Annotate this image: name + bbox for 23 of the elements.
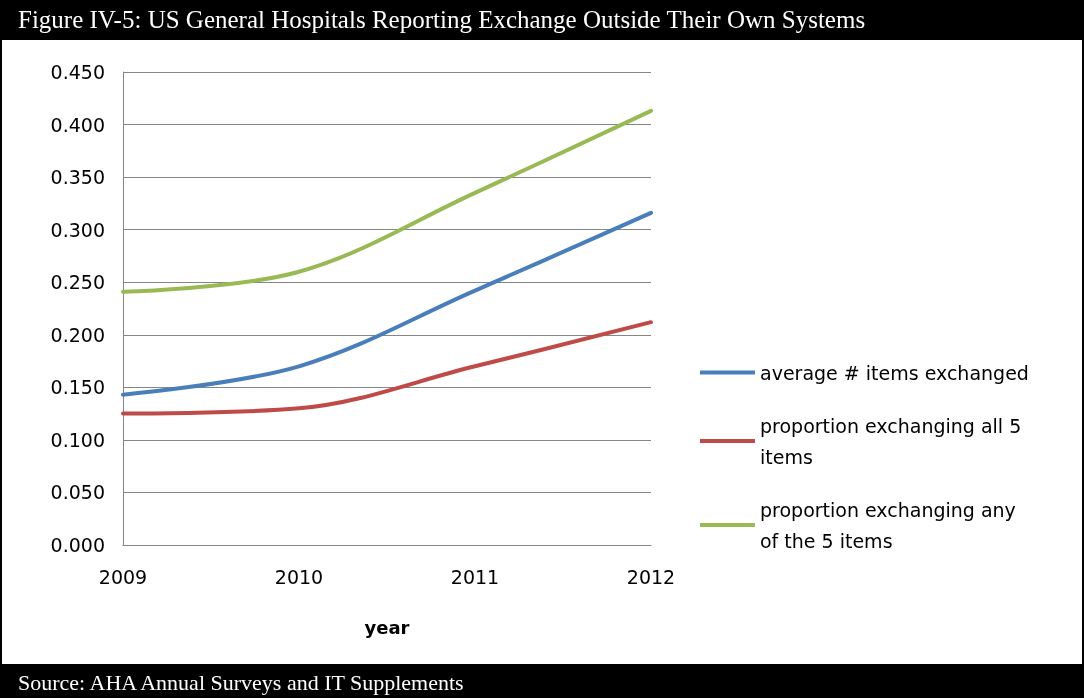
- y-tick-label: 0.100: [50, 428, 105, 451]
- x-tick-label: 2012: [626, 565, 676, 588]
- line-series: [121, 320, 653, 416]
- chart-title: Figure IV-5: US General Hospitals Reporting Exchange Outside Their Own Systems: [0, 0, 1084, 40]
- legend-label: average # items exchanged: [760, 361, 1029, 384]
- line-series: [121, 210, 653, 397]
- x-tick-label: 2011: [450, 565, 500, 588]
- line-series: [121, 108, 653, 294]
- legend-label: proportion exchanging all 5 items: [760, 414, 1028, 468]
- x-tick-label: 2009: [98, 565, 148, 588]
- y-tick-label: 0.250: [50, 271, 105, 294]
- source-note: Source: AHA Annual Surveys and IT Supplements: [0, 664, 1084, 698]
- x-axis-title: year: [364, 616, 410, 638]
- y-tick-label: 0.300: [50, 218, 105, 241]
- y-tick-label: 0.200: [50, 323, 105, 346]
- y-tick-label: 0.400: [50, 113, 105, 136]
- x-tick-label: 2010: [274, 565, 324, 588]
- y-tick-label: 0.150: [50, 376, 105, 399]
- y-tick-label: 0.050: [50, 481, 105, 504]
- y-tick-label: 0.000: [50, 534, 105, 556]
- y-tick-label: 0.350: [50, 166, 105, 189]
- legend-label: proportion exchanging any of the 5 items: [760, 498, 1022, 552]
- y-tick-label: 0.450: [50, 61, 105, 83]
